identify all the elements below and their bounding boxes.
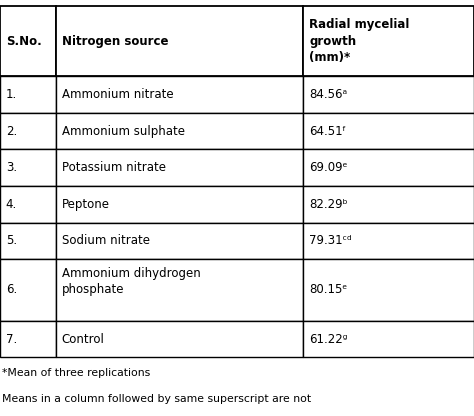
Bar [56,223,303,259]
Text: 64.51ᶠ: 64.51ᶠ [309,124,346,138]
Text: Nitrogen source: Nitrogen source [62,35,168,48]
Bar [0,321,56,357]
Text: Ammonium nitrate: Ammonium nitrate [62,88,173,101]
Bar [56,6,303,76]
Bar [56,113,303,149]
Bar [303,321,474,357]
Bar [56,186,303,223]
Text: 5.: 5. [6,234,17,248]
Text: Ammonium dihydrogen
phosphate: Ammonium dihydrogen phosphate [62,267,201,296]
Text: 1.: 1. [6,88,17,101]
Bar [0,149,56,186]
Text: Means in a column followed by same superscript are not: Means in a column followed by same super… [2,394,311,404]
Text: 6.: 6. [6,283,17,297]
Bar [56,259,303,321]
Text: 69.09ᵉ: 69.09ᵉ [309,161,347,174]
Bar [0,6,56,76]
Text: Radial mycelial
growth
(mm)*: Radial mycelial growth (mm)* [309,18,410,64]
Bar [0,259,56,321]
Bar [0,76,56,113]
Bar [56,149,303,186]
Bar [303,186,474,223]
Text: 61.22ᵍ: 61.22ᵍ [309,332,347,346]
Bar [0,113,56,149]
Bar [303,223,474,259]
Text: Ammonium sulphate: Ammonium sulphate [62,124,184,138]
Bar [56,321,303,357]
Text: 3.: 3. [6,161,17,174]
Text: S.No.: S.No. [6,35,41,48]
Text: 4.: 4. [6,198,17,211]
Bar [303,6,474,76]
Bar [0,186,56,223]
Text: 2.: 2. [6,124,17,138]
Text: Sodium nitrate: Sodium nitrate [62,234,150,248]
Bar [303,113,474,149]
Bar [56,76,303,113]
Text: 7.: 7. [6,332,17,346]
Text: *Mean of three replications: *Mean of three replications [2,368,151,378]
Bar [303,76,474,113]
Text: 84.56ᵃ: 84.56ᵃ [309,88,347,101]
Text: Peptone: Peptone [62,198,109,211]
Bar [303,149,474,186]
Text: Potassium nitrate: Potassium nitrate [62,161,165,174]
Text: Control: Control [62,332,104,346]
Text: 80.15ᵉ: 80.15ᵉ [309,283,347,297]
Text: 79.31ᶜᵈ: 79.31ᶜᵈ [309,234,352,248]
Bar [0,223,56,259]
Bar [303,259,474,321]
Text: 82.29ᵇ: 82.29ᵇ [309,198,347,211]
